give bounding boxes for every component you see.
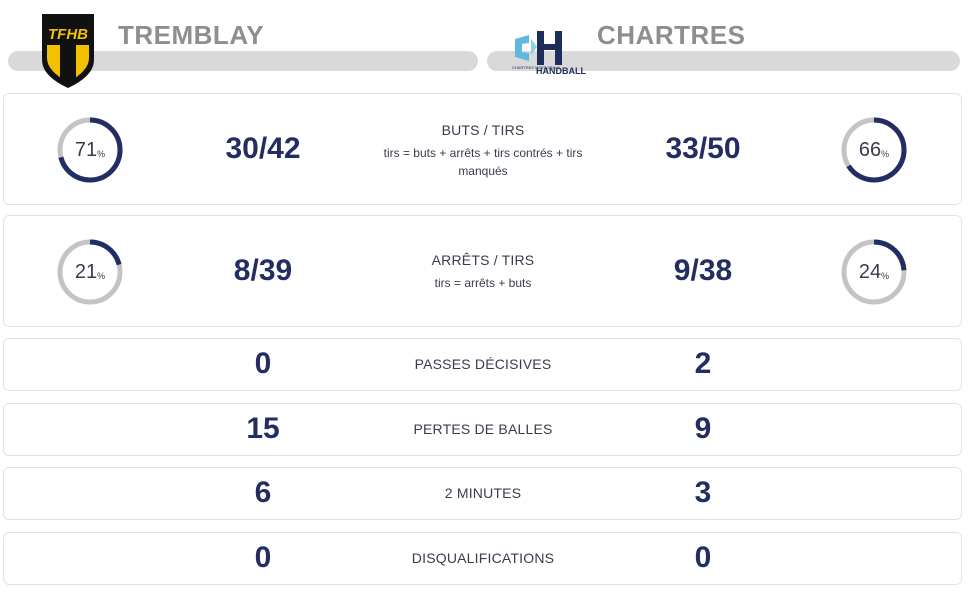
gauge-percent-sign: % xyxy=(881,271,890,281)
stat-row-disqualifications: 0 DISQUALIFICATIONS 0 xyxy=(3,532,962,585)
gauge-away-buts: 66% xyxy=(840,116,908,184)
home-arrets-value: 8/39 xyxy=(233,254,293,287)
home-disq-value: 0 xyxy=(254,541,272,574)
team-header-home: TFHB TREMBLAY xyxy=(0,0,480,92)
team-name-away: CHARTRES xyxy=(597,20,746,50)
away-passes-value: 2 xyxy=(694,347,712,380)
gauge-percent-sign: % xyxy=(97,149,106,159)
chartres-logo-word: HANDBALL xyxy=(536,66,586,76)
home-buts-value: 30/42 xyxy=(225,132,301,165)
gauge-percent-value: 24 xyxy=(858,260,882,283)
gauge-percent-value: 21 xyxy=(74,260,98,283)
stat-formula-arrets-tirs: tirs = arrêts + buts xyxy=(434,276,532,290)
home-passes-value: 0 xyxy=(254,347,272,380)
gauge-home-buts: 71% xyxy=(56,116,124,184)
gauge-away-arrets: 24% xyxy=(840,238,908,306)
stat-row-2-minutes: 6 2 MINUTES 3 xyxy=(3,467,962,520)
stat-label-buts-tirs: BUTS / TIRS xyxy=(441,122,525,138)
gauge-home-arrets: 21% xyxy=(56,238,124,306)
gauge-percent-value: 66 xyxy=(858,138,882,161)
stat-row-arrets-tirs: 21% 8/39 ARRÊTS / TIRS tirs = arrêts + b… xyxy=(3,215,962,327)
tfhb-logo-text: TFHB xyxy=(48,26,88,43)
stat-label-2-minutes: 2 MINUTES xyxy=(444,485,522,501)
stat-label-passes-decisives: PASSES DÉCISIVES xyxy=(414,356,552,372)
team-header-away: CHARTRES MÉTROPOLE HANDBALL CHARTRES xyxy=(484,0,960,92)
stat-label-arrets-tirs: ARRÊTS / TIRS xyxy=(431,252,535,268)
home-2min-value: 6 xyxy=(254,476,272,509)
stat-label-disqualifications: DISQUALIFICATIONS xyxy=(411,550,555,566)
away-2min-value: 3 xyxy=(694,476,712,509)
away-buts-value: 33/50 xyxy=(665,132,741,165)
away-pertes-value: 9 xyxy=(694,412,712,445)
gauge-percent-sign: % xyxy=(97,271,106,281)
tfhb-shield-logo: TFHB xyxy=(38,10,98,90)
team-name-home: TREMBLAY xyxy=(118,20,265,50)
team-header-bar xyxy=(487,51,960,71)
away-disq-value: 0 xyxy=(694,541,712,574)
gauge-percent-value: 71 xyxy=(74,138,98,161)
stat-row-pertes-de-balles: 15 PERTES DE BALLES 9 xyxy=(3,403,962,456)
stat-formula-buts-tirs: tirs = buts + arrêts + tirs contrés + ti… xyxy=(383,146,583,178)
gauge-percent-sign: % xyxy=(881,149,890,159)
team-header-bar xyxy=(8,51,478,71)
chartres-logo-small-text: CHARTRES MÉTROPOLE xyxy=(512,65,560,70)
home-pertes-value: 15 xyxy=(246,412,280,445)
away-arrets-value: 9/38 xyxy=(673,254,733,287)
chartres-handball-logo: CHARTRES MÉTROPOLE HANDBALL xyxy=(507,25,587,77)
stat-row-buts-tirs: 71% 30/42 BUTS / TIRS tirs = buts + arrê… xyxy=(3,93,962,205)
stat-row-passes-decisives: 0 PASSES DÉCISIVES 2 xyxy=(3,338,962,391)
stat-label-pertes-de-balles: PERTES DE BALLES xyxy=(413,421,553,437)
